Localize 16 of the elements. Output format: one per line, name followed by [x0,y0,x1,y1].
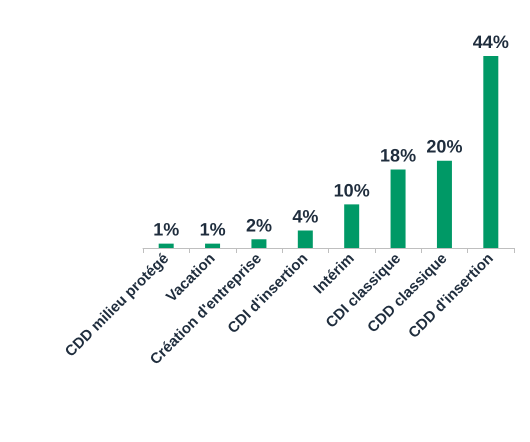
bar [483,56,498,248]
data-label: 2% [246,215,272,236]
data-label: 20% [426,136,462,157]
bar [298,230,313,248]
bar [251,239,266,248]
data-label: 18% [380,145,416,166]
data-label: 1% [153,220,180,240]
data-label: 4% [292,206,318,227]
bar [205,244,220,248]
bar [344,204,360,248]
data-label: 10% [334,180,370,200]
bar [390,169,406,248]
bar [436,160,452,248]
data-label: 44% [472,32,509,52]
bar [158,244,174,248]
data-label: 1% [200,220,226,240]
